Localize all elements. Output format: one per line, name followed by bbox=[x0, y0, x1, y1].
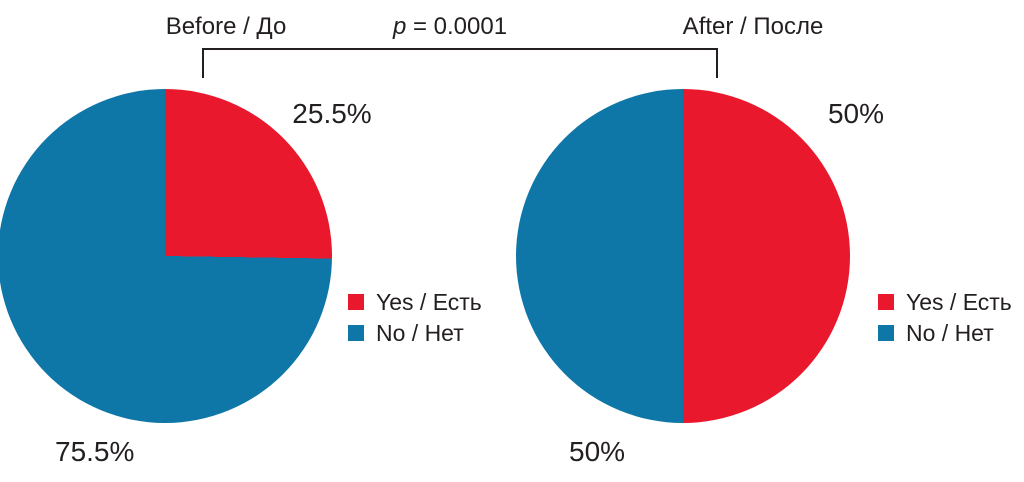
legend-item-yes: Yes / Есть bbox=[348, 289, 482, 315]
legend-after: Yes / Есть No / Нет bbox=[878, 289, 1012, 346]
slice-label-after-no: 50% bbox=[569, 436, 626, 467]
pie-chart-before bbox=[0, 89, 332, 423]
p-value-annotation: p = 0.0001 bbox=[393, 14, 507, 40]
p-symbol: p bbox=[392, 13, 407, 40]
p-value-text: = 0.0001 bbox=[406, 13, 508, 40]
comparison-bracket bbox=[202, 48, 718, 78]
legend-item-no: No / Нет bbox=[348, 320, 482, 346]
pie-title-before: Before / До bbox=[165, 13, 287, 40]
legend-swatch-no-icon bbox=[348, 325, 364, 341]
legend-swatch-yes-icon bbox=[878, 294, 894, 310]
legend-item-yes: Yes / Есть bbox=[878, 289, 1012, 315]
legend-item-no: No / Нет bbox=[878, 320, 1012, 346]
legend-label-no: No / Нет bbox=[376, 320, 464, 346]
legend-before: Yes / Есть No / Нет bbox=[348, 289, 482, 346]
legend-swatch-yes-icon bbox=[348, 294, 364, 310]
legend-label-yes: Yes / Есть bbox=[906, 289, 1012, 315]
slice-label-after-yes: 50% bbox=[827, 98, 885, 129]
pie-title-after: After / После bbox=[682, 13, 824, 40]
legend-swatch-no-icon bbox=[878, 325, 894, 341]
slice-label-before-no: 75.5% bbox=[55, 436, 135, 467]
legend-label-no: No / Нет bbox=[906, 320, 994, 346]
slice-label-before-yes: 25.5% bbox=[292, 98, 372, 129]
legend-label-yes: Yes / Есть bbox=[376, 289, 482, 315]
pie-chart-after bbox=[516, 89, 850, 423]
